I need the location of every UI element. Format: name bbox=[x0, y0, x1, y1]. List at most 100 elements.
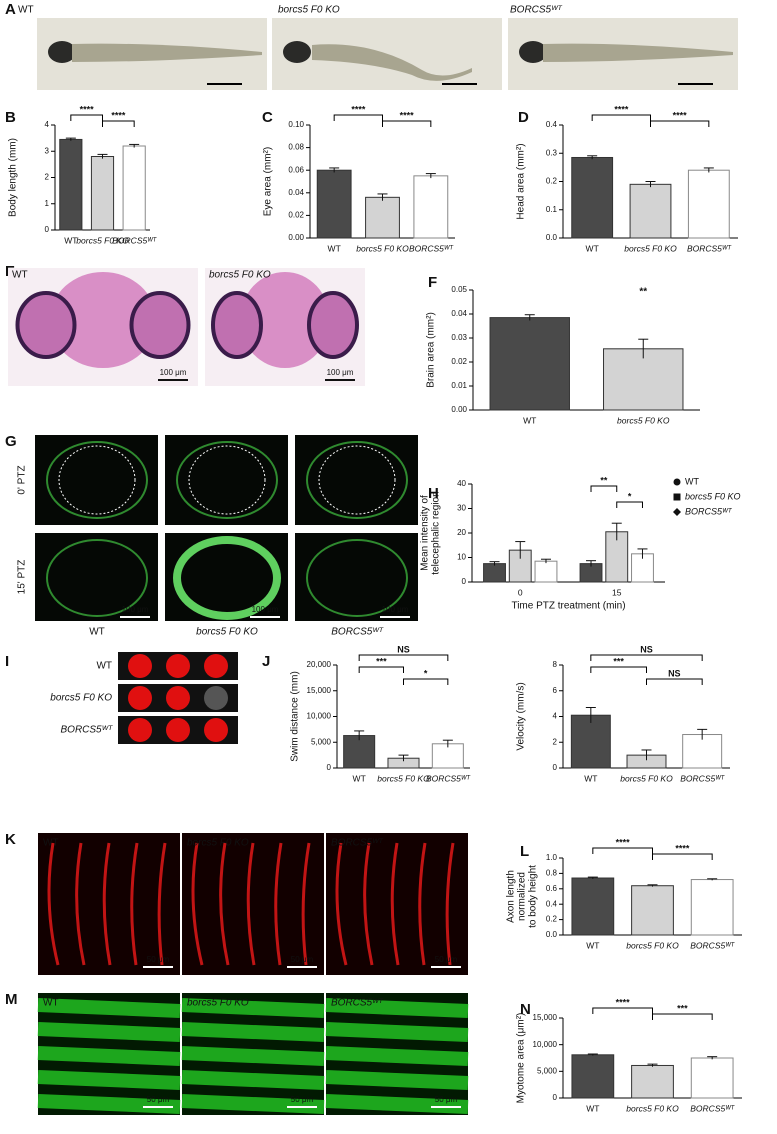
x-tick-label: BORCS5ᵂᵀ bbox=[690, 1103, 735, 1113]
significance-bracket bbox=[652, 1013, 713, 1020]
structure bbox=[325, 1022, 469, 1042]
significance-label: **** bbox=[80, 104, 95, 114]
y-tick-label: 0.6 bbox=[546, 884, 558, 893]
significance-label: *** bbox=[376, 656, 387, 666]
y-tick-label: 0.1 bbox=[546, 205, 558, 214]
panel-label: L bbox=[520, 843, 529, 860]
significance-label: NS bbox=[640, 644, 653, 654]
bar bbox=[571, 156, 614, 239]
signal bbox=[46, 441, 148, 519]
image-label: 50 μm bbox=[435, 1095, 458, 1104]
bar bbox=[122, 145, 146, 231]
x-tick-label: borcs5 F0 KO bbox=[620, 773, 673, 783]
image-label: 100 μm bbox=[252, 605, 279, 614]
y-tick-label: 0 bbox=[462, 577, 467, 586]
bar bbox=[489, 317, 570, 411]
well bbox=[204, 718, 228, 742]
image-label: 50 μm bbox=[147, 955, 170, 964]
significance-bracket bbox=[650, 120, 710, 127]
structure bbox=[130, 842, 139, 966]
structure bbox=[181, 1046, 325, 1066]
y-tick-label: 0.04 bbox=[288, 188, 304, 197]
structure bbox=[37, 1022, 181, 1042]
larva-body bbox=[543, 43, 733, 62]
bar bbox=[631, 885, 674, 936]
image-label: borcs5 F0 KO bbox=[187, 998, 249, 1009]
image-label: 50 μm bbox=[291, 1095, 314, 1104]
signal bbox=[173, 536, 281, 620]
structure bbox=[363, 842, 374, 966]
y-tick-label: 5,000 bbox=[537, 1066, 558, 1075]
image-label: borcs5 F0 KO bbox=[209, 270, 271, 281]
well bbox=[166, 654, 190, 678]
significance-label: **** bbox=[616, 997, 631, 1007]
structure bbox=[219, 842, 230, 966]
y-tick-label: 0.05 bbox=[451, 285, 467, 294]
x-tick-label: WT bbox=[586, 1103, 599, 1113]
significance-bracket bbox=[592, 847, 653, 854]
significance-bracket bbox=[358, 654, 449, 661]
significance-bracket bbox=[590, 654, 703, 661]
y-axis-label: Velocity (mm/s) bbox=[516, 682, 527, 750]
y-tick-label: 15,000 bbox=[307, 686, 332, 695]
y-tick-label: 0.02 bbox=[451, 357, 467, 366]
y-tick-label: 15,000 bbox=[533, 1013, 558, 1022]
legend-label: borcs5 F0 KO bbox=[685, 491, 741, 501]
y-tick-label: 1.0 bbox=[546, 853, 558, 862]
x-tick-label: borcs5 F0 KO bbox=[356, 243, 409, 253]
image-label: BORCS5ᵂᵀ bbox=[510, 5, 563, 16]
structure bbox=[274, 842, 283, 966]
panel-label: D bbox=[518, 109, 529, 126]
bar bbox=[343, 735, 376, 769]
bar bbox=[687, 169, 730, 239]
y-tick-label: 0.00 bbox=[288, 233, 304, 242]
significance-label: **** bbox=[400, 110, 415, 120]
significance-label: **** bbox=[351, 104, 366, 114]
y-tick-label: 2 bbox=[45, 173, 50, 182]
y-tick-label: 3 bbox=[45, 146, 50, 155]
bar bbox=[59, 138, 83, 231]
image-label: BORCS5ᵂᵀ bbox=[331, 627, 384, 638]
y-tick-label: 0 bbox=[553, 1093, 558, 1102]
y-axis-label: Swim distance (mm) bbox=[290, 671, 301, 762]
larva-head bbox=[48, 41, 76, 63]
y-tick-label: 10,000 bbox=[307, 712, 332, 721]
panel-label: B bbox=[5, 109, 16, 126]
x-tick-label: borcs5 F0 KO bbox=[377, 773, 430, 783]
eye bbox=[307, 291, 359, 359]
tissue bbox=[240, 272, 330, 368]
structure bbox=[37, 1046, 181, 1066]
significance-label: * bbox=[628, 491, 632, 501]
x-tick-label: BORCS5ᵂᵀ bbox=[409, 243, 454, 253]
larva-head bbox=[519, 41, 547, 63]
significance-bracket bbox=[333, 114, 383, 121]
well bbox=[166, 718, 190, 742]
y-tick-label: 1 bbox=[45, 199, 50, 208]
structure bbox=[335, 842, 348, 966]
structure bbox=[181, 1070, 325, 1090]
image-label: BORCS5ᵂᵀ bbox=[331, 998, 384, 1009]
y-tick-label: 0.10 bbox=[288, 120, 304, 129]
x-tick-label: BORCS5ᵂᵀ bbox=[426, 773, 471, 783]
bar bbox=[603, 348, 684, 411]
bar bbox=[571, 877, 615, 936]
y-tick-label: 0.08 bbox=[288, 143, 304, 152]
y-tick-label: 0.8 bbox=[546, 869, 558, 878]
legend-label: BORCS5ᵂᵀ bbox=[685, 506, 733, 516]
x-tick-label: borcs5 F0 KO bbox=[624, 243, 677, 253]
panel-label: C bbox=[262, 109, 273, 126]
structure bbox=[157, 842, 167, 966]
structure bbox=[325, 1070, 469, 1090]
well bbox=[128, 718, 152, 742]
structure bbox=[390, 842, 400, 966]
legend-marker bbox=[673, 478, 681, 486]
roi bbox=[58, 445, 136, 515]
image-label: borcs5 F0 KO bbox=[187, 838, 249, 849]
structure bbox=[102, 842, 112, 966]
y-tick-label: 0.06 bbox=[288, 165, 304, 174]
legend-label: WT bbox=[685, 476, 699, 486]
bar bbox=[316, 169, 352, 239]
x-axis-label: Time PTZ treatment (min) bbox=[511, 601, 625, 612]
image-label: 100 μm bbox=[160, 368, 187, 377]
significance-label: NS bbox=[668, 668, 681, 678]
